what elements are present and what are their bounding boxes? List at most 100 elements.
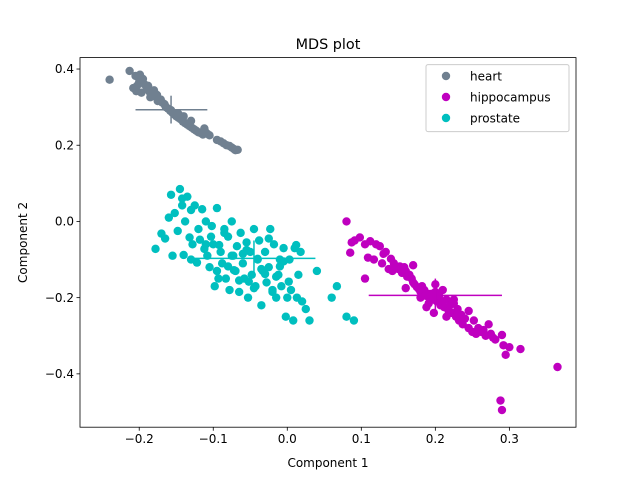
data-point-prostate	[221, 274, 231, 283]
data-point-prostate	[212, 266, 222, 276]
data-point-heart	[205, 131, 214, 140]
data-point-prostate	[260, 269, 270, 279]
data-point-prostate	[297, 297, 307, 306]
data-point-hippocampus	[355, 233, 365, 242]
legend-marker-hippocampus	[441, 92, 451, 102]
data-point-prostate	[244, 277, 253, 286]
data-point-hippocampus	[375, 242, 385, 251]
data-point-heart	[105, 75, 114, 84]
data-point-prostate	[277, 282, 286, 291]
data-point-prostate	[173, 226, 182, 236]
y-tick-label: −0.2	[45, 291, 74, 305]
data-point-prostate	[175, 184, 185, 194]
data-point-prostate	[183, 192, 192, 201]
data-point-prostate	[220, 228, 229, 238]
data-point-prostate	[332, 282, 342, 291]
data-point-prostate	[242, 238, 251, 247]
data-point-hippocampus	[360, 274, 370, 283]
data-point-prostate	[190, 201, 199, 210]
data-point-prostate	[168, 251, 177, 260]
data-points-layer	[105, 66, 562, 415]
data-point-prostate	[296, 247, 305, 257]
data-point-hippocampus	[484, 320, 493, 329]
data-point-heart	[200, 124, 209, 133]
data-point-prostate	[227, 217, 236, 226]
data-point-prostate	[177, 201, 187, 210]
data-point-prostate	[289, 316, 298, 325]
data-point-hippocampus	[369, 255, 379, 264]
data-point-prostate	[238, 259, 248, 268]
data-point-prostate	[260, 247, 270, 257]
data-point-heart	[125, 66, 134, 76]
data-point-hippocampus	[429, 308, 439, 318]
x-tick-label: 0.2	[426, 432, 445, 446]
data-point-prostate	[291, 240, 301, 250]
data-point-prostate	[283, 293, 292, 302]
data-point-prostate	[286, 285, 296, 295]
data-point-prostate	[312, 266, 322, 276]
data-point-heart	[179, 112, 188, 121]
data-point-hippocampus	[408, 261, 418, 270]
data-point-prostate	[179, 250, 188, 260]
data-point-prostate	[214, 274, 223, 283]
data-point-hippocampus	[449, 295, 459, 304]
data-point-hippocampus	[497, 405, 507, 415]
series-heart	[105, 66, 242, 155]
data-point-heart	[186, 116, 196, 126]
data-point-prostate	[210, 282, 219, 291]
x-tick-label: 0.0	[278, 432, 297, 446]
y-tick-label: 0.4	[55, 62, 74, 76]
centroid-marker-prostate	[192, 240, 316, 277]
data-point-prostate	[238, 249, 248, 259]
data-point-prostate	[268, 287, 277, 297]
data-point-prostate	[180, 217, 190, 226]
data-point-prostate	[216, 247, 225, 257]
data-point-hippocampus	[516, 344, 525, 354]
data-point-hippocampus	[460, 314, 470, 323]
data-point-prostate	[197, 205, 207, 214]
data-point-prostate	[266, 224, 275, 234]
legend-frame	[425, 64, 570, 133]
data-point-prostate	[164, 213, 174, 222]
data-point-prostate	[271, 272, 281, 281]
data-point-prostate	[264, 262, 273, 272]
data-point-prostate	[349, 316, 359, 325]
series-hippocampus	[342, 217, 562, 415]
data-point-prostate	[207, 221, 216, 231]
data-point-prostate	[160, 234, 170, 243]
series-prostate	[151, 184, 359, 325]
data-point-hippocampus	[442, 312, 451, 321]
data-point-prostate	[249, 224, 259, 234]
data-point-prostate	[243, 293, 253, 302]
data-point-prostate	[249, 283, 259, 293]
data-point-prostate	[166, 190, 176, 199]
data-point-hippocampus	[342, 217, 351, 226]
data-point-prostate	[225, 285, 234, 295]
data-point-prostate	[284, 277, 293, 286]
data-point-prostate	[236, 228, 245, 238]
data-point-prostate	[234, 276, 244, 285]
data-point-prostate	[206, 232, 216, 241]
x-axis-label: Component 1	[287, 456, 368, 470]
data-point-prostate	[188, 240, 197, 249]
data-point-prostate	[223, 262, 233, 271]
data-point-prostate	[254, 236, 264, 245]
data-point-prostate	[185, 233, 194, 242]
data-point-heart	[160, 101, 170, 110]
data-point-hippocampus	[381, 247, 390, 257]
x-axis-ticks: −0.2 −0.1 0.0 0.1 0.2 0.3	[125, 427, 519, 446]
data-point-hippocampus	[377, 259, 387, 268]
data-point-prostate	[194, 224, 203, 234]
x-tick-label: 0.3	[500, 432, 519, 446]
centroid-markers-layer	[135, 95, 502, 314]
plot-frame	[79, 57, 577, 428]
data-point-hippocampus	[464, 306, 473, 316]
data-point-prostate	[205, 262, 214, 272]
data-point-prostate	[281, 312, 291, 321]
centroid-marker-hippocampus	[368, 278, 502, 314]
data-point-prostate	[342, 312, 351, 321]
data-point-prostate	[170, 208, 179, 218]
data-point-prostate	[186, 255, 196, 264]
data-point-prostate	[212, 203, 222, 213]
